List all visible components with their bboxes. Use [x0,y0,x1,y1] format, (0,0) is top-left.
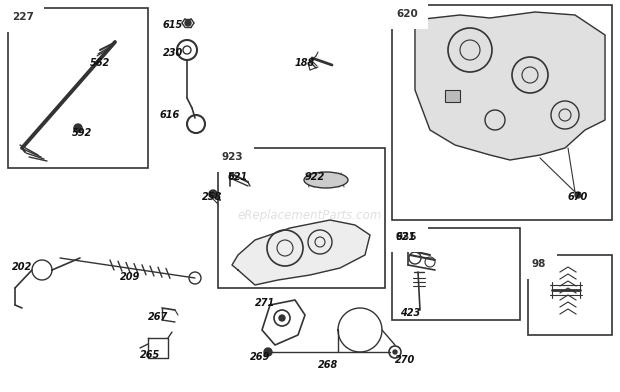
Text: 270: 270 [395,355,415,365]
Text: 922: 922 [305,172,326,182]
Text: 923: 923 [222,152,244,162]
Bar [445,90,460,102]
Text: 269: 269 [250,352,270,362]
Polygon shape [415,12,605,160]
Circle shape [393,350,397,354]
Polygon shape [232,220,370,285]
Text: 209: 209 [120,272,140,282]
Text: 258: 258 [202,192,222,202]
Text: 267: 267 [148,312,168,322]
Text: 621: 621 [396,232,416,242]
Text: 265: 265 [140,350,160,360]
Text: 271: 271 [255,298,275,308]
Bar [528,255,612,335]
Text: 423: 423 [400,308,420,318]
Ellipse shape [304,172,348,188]
Circle shape [264,348,272,356]
Text: eReplacementParts.com: eReplacementParts.com [238,209,382,221]
Text: 592: 592 [72,128,92,138]
Text: 615: 615 [163,20,184,30]
Text: 620: 620 [396,9,418,19]
Circle shape [209,190,217,198]
Circle shape [279,315,285,321]
Circle shape [185,20,191,26]
Text: 616: 616 [160,110,180,120]
Text: 621: 621 [228,172,248,182]
Text: 562: 562 [90,58,110,68]
Text: 230: 230 [163,48,184,58]
Bar [218,148,385,288]
Circle shape [74,124,82,132]
Text: 98: 98 [532,259,546,269]
Bar [392,5,612,220]
Text: 935: 935 [396,232,418,242]
Text: 202: 202 [12,262,32,272]
Text: 227: 227 [12,12,34,22]
Bar [392,228,520,320]
Text: 188: 188 [295,58,315,68]
Text: 268: 268 [318,360,339,370]
Text: 670: 670 [568,192,588,202]
Bar [8,8,148,168]
Circle shape [575,192,581,198]
